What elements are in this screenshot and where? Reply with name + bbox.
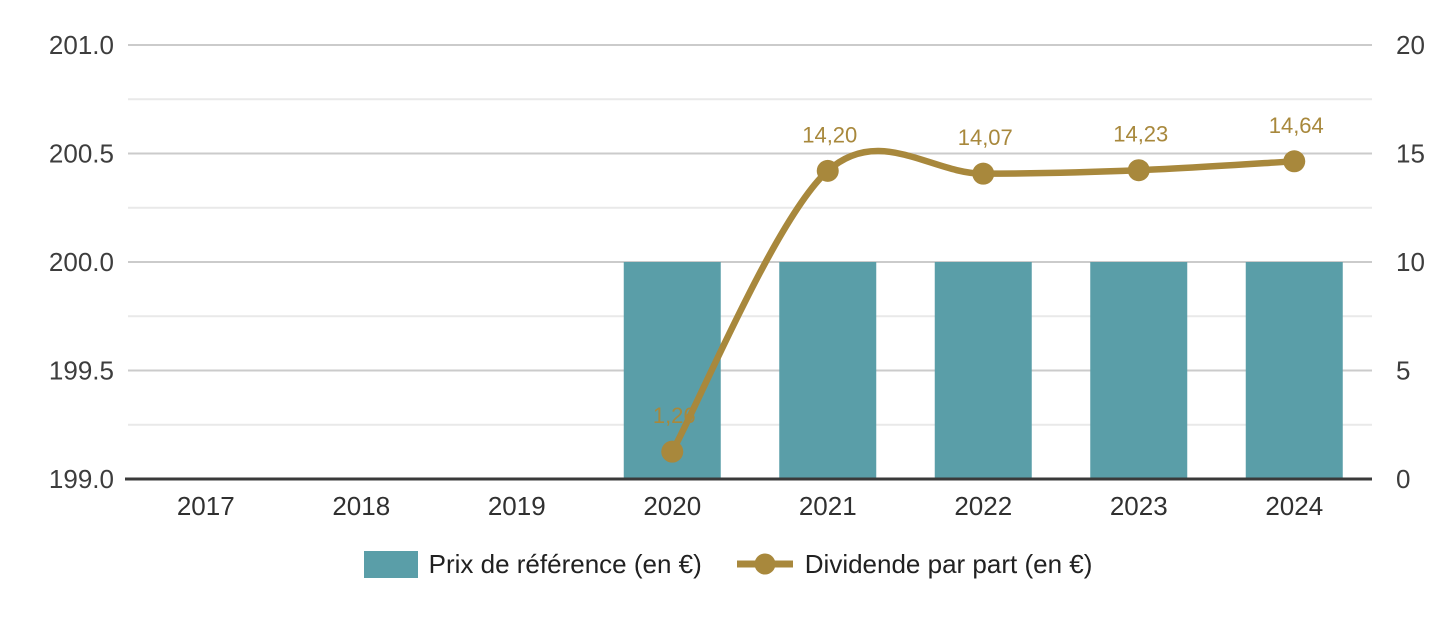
right-axis-tick-10: 10 [1396,247,1425,277]
legend-label-dividend: Dividende par part (en €) [804,549,1093,579]
dividend-point-2024[interactable] [1283,150,1306,173]
legend-item-reference-price[interactable]: Prix de référence (en €) [363,549,702,579]
point-label-2024: 14,64 [1269,113,1324,138]
bar-2024[interactable] [1245,262,1343,479]
dividend-point-2022[interactable] [972,162,995,185]
right-axis-tick-5: 5 [1396,356,1410,386]
point-label-2021: 14,20 [802,122,857,147]
point-label-2023: 14,23 [1113,122,1168,147]
category-label-2023: 2023 [1110,491,1168,521]
category-label-2018: 2018 [332,491,390,521]
left-axis-tick-199.0: 199.0 [49,464,114,494]
category-label-2024: 2024 [1265,491,1323,521]
bar-2021[interactable] [779,262,877,479]
category-label-2019: 2019 [488,491,546,521]
category-label-2020: 2020 [643,491,701,521]
dividend-point-2023[interactable] [1127,159,1150,182]
left-axis-tick-200.5: 200.5 [49,139,114,169]
dividend-line [669,147,1298,455]
line-dot-swatch-icon [736,553,793,575]
right-axis-tick-15: 15 [1396,139,1425,169]
point-label-2022: 14,07 [958,125,1013,150]
right-axis-tick-20: 20 [1396,30,1425,60]
bar-swatch-icon [363,550,418,578]
legend-label-reference-price: Prix de référence (en €) [428,549,702,579]
dividend-point-2021[interactable] [816,159,839,182]
right-axis-tick-0: 0 [1396,464,1410,494]
category-label-2017: 2017 [177,491,235,521]
legend-item-dividend[interactable]: Dividende par part (en €) [736,549,1093,579]
bar-2022[interactable] [934,262,1032,479]
category-label-2022: 2022 [954,491,1012,521]
dividend-point-2020[interactable] [661,440,684,463]
left-axis-tick-201.0: 201.0 [49,30,114,60]
left-axis-tick-200.0: 200.0 [49,247,114,277]
bar-2023[interactable] [1090,262,1188,479]
left-axis-tick-199.5: 199.5 [49,356,114,386]
category-label-2021: 2021 [799,491,857,521]
chart-legend: Prix de référence (en €) Dividende par p… [0,549,1456,579]
